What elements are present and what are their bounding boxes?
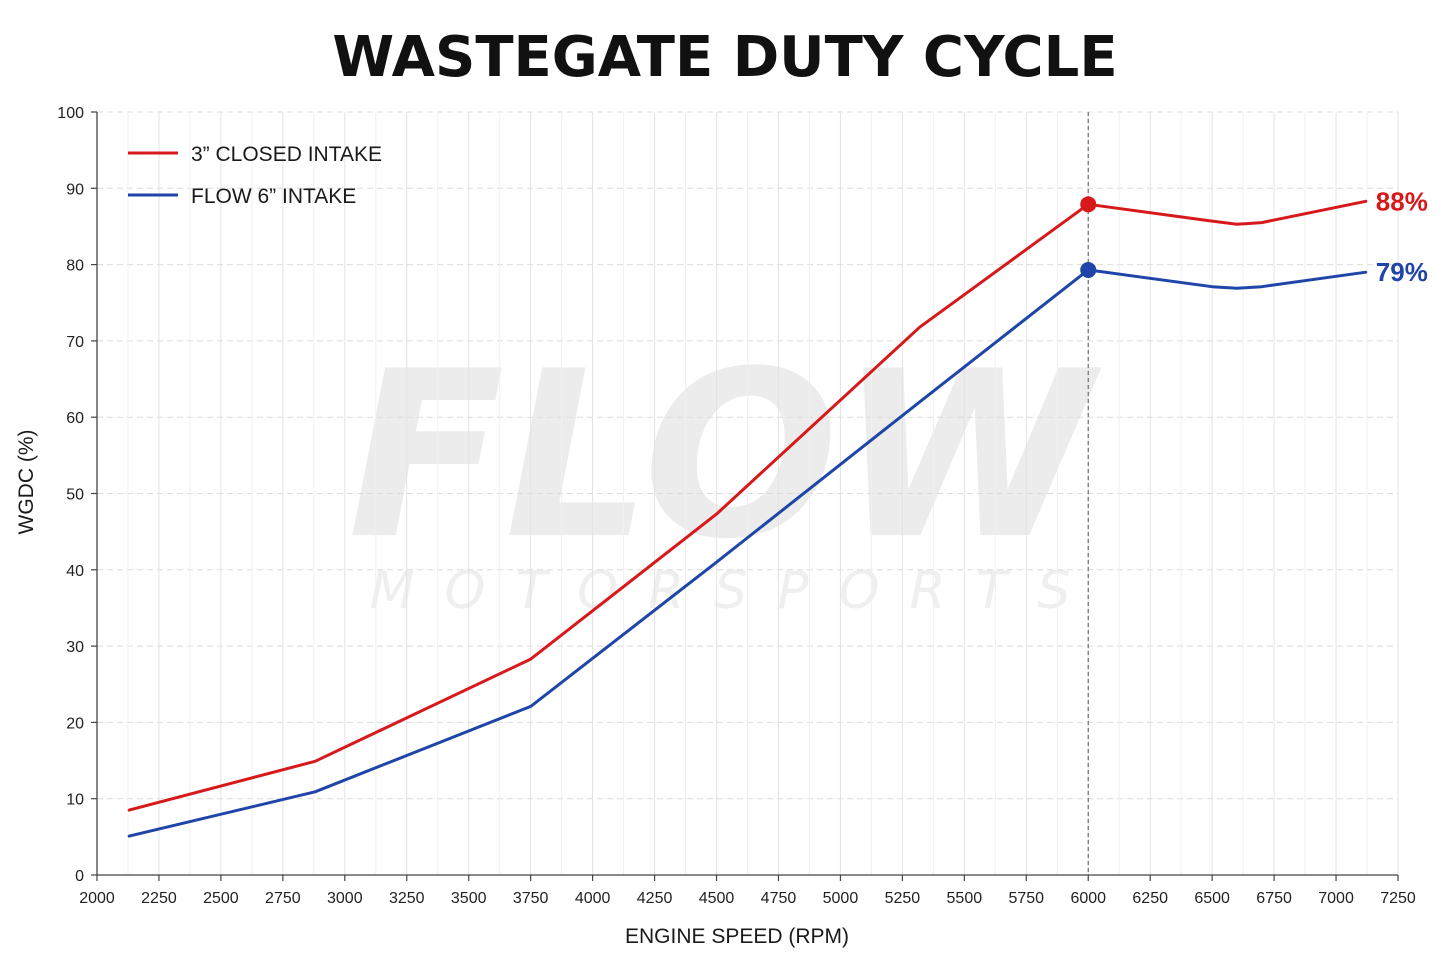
x-tick-label: 6500 xyxy=(1194,890,1230,907)
y-tick-label: 30 xyxy=(66,639,84,656)
end-label-1: 88% xyxy=(1376,186,1428,216)
watermark-sub-text: MOTORSPORTS xyxy=(370,561,1101,621)
x-tick-label: 4750 xyxy=(761,890,797,907)
y-tick-label: 40 xyxy=(66,563,84,580)
x-tick-label: 4500 xyxy=(699,890,735,907)
watermark-main-text: FLOW xyxy=(348,323,1102,590)
y-tick-label: 80 xyxy=(66,258,84,275)
y-tick-label: 0 xyxy=(75,868,84,885)
x-tick-label: 4000 xyxy=(575,890,611,907)
x-tick-label: 3500 xyxy=(451,890,487,907)
legend-label-1: 3” CLOSED INTAKE xyxy=(191,143,382,166)
x-tick-label: 2250 xyxy=(141,890,177,907)
y-tick-label: 50 xyxy=(66,487,84,504)
y-tick-label: 100 xyxy=(57,105,84,122)
x-tick-label: 6750 xyxy=(1256,890,1292,907)
series: 88% 79% xyxy=(127,186,1428,838)
series-marker-1 xyxy=(1080,196,1097,213)
x-tick-label: 4250 xyxy=(637,890,673,907)
legend: 3” CLOSED INTAKE FLOW 6” INTAKE xyxy=(128,143,382,208)
y-tick-label: 90 xyxy=(66,181,84,198)
x-tick-label: 6250 xyxy=(1132,890,1168,907)
x-axis-label: ENGINE SPEED (RPM) xyxy=(625,925,849,948)
axes: 0 10 20 30 40 50 60 70 80 90 100 2000 2250 2500 2750 30… xyxy=(57,105,1416,907)
y-tick-label: 20 xyxy=(66,715,84,732)
x-tick-label: 3250 xyxy=(389,890,425,907)
x-tick-label: 2500 xyxy=(203,890,239,907)
x-tick-label: 3750 xyxy=(513,890,549,907)
x-tick-label: 3000 xyxy=(327,890,363,907)
x-tick-label: 7000 xyxy=(1318,890,1354,907)
x-tick-label: 2000 xyxy=(79,890,115,907)
series-line-2 xyxy=(127,268,1368,838)
grid xyxy=(97,111,1399,875)
y-tick-label: 70 xyxy=(66,334,84,351)
watermark: FLOW MOTORSPORTS xyxy=(348,323,1102,621)
x-tick-label: 5500 xyxy=(947,890,983,907)
x-tick-label: 2750 xyxy=(265,890,301,907)
legend-label-2: FLOW 6” INTAKE xyxy=(191,185,356,208)
x-tick-label: 7250 xyxy=(1380,890,1416,907)
chart-title: WASTEGATE DUTY CYCLE xyxy=(332,25,1117,90)
series-marker-2 xyxy=(1080,261,1097,278)
series-line-1 xyxy=(127,199,1368,812)
end-label-2: 79% xyxy=(1376,257,1428,287)
y-tick-label: 60 xyxy=(66,410,84,427)
y-axis-label: WGDC (%) xyxy=(15,430,38,535)
y-tick-label: 10 xyxy=(66,792,84,809)
x-tick-label: 5000 xyxy=(823,890,859,907)
x-tick-label: 6000 xyxy=(1070,890,1106,907)
x-tick-label: 5250 xyxy=(885,890,921,907)
x-tick-label: 5750 xyxy=(1008,890,1044,907)
